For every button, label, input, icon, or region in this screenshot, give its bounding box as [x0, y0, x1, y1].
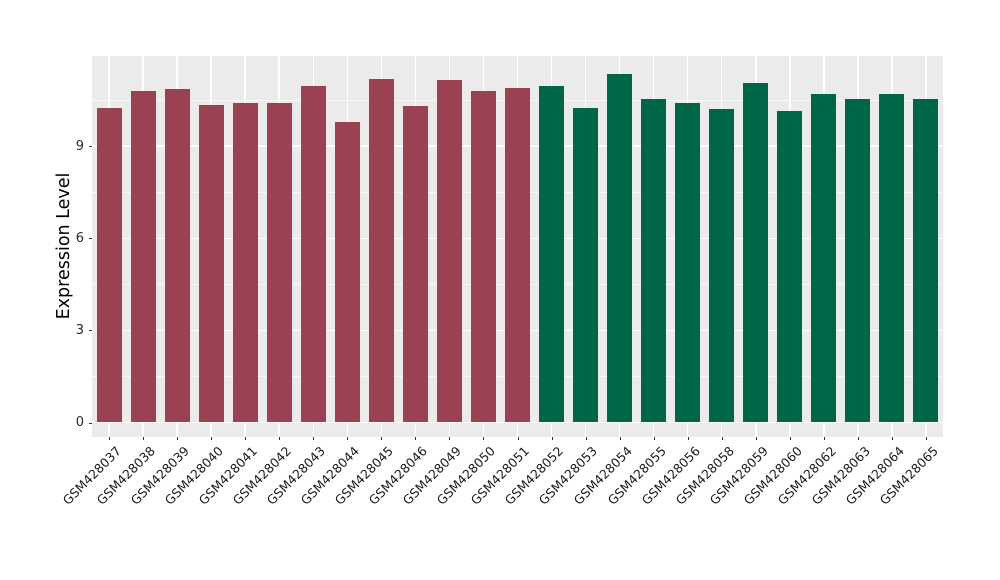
x-tick-mark [619, 437, 621, 440]
x-tick-mark [381, 437, 383, 440]
x-tick-mark [517, 437, 519, 440]
bar [811, 94, 837, 423]
x-tick-mark [721, 437, 723, 440]
x-tick-mark [687, 437, 689, 440]
bar [402, 106, 428, 423]
x-tick-mark [925, 437, 927, 440]
x-tick-mark [109, 437, 111, 440]
bar [232, 103, 258, 423]
x-tick-mark [415, 437, 417, 440]
x-tick-mark [891, 437, 893, 440]
bar [368, 78, 394, 423]
bar [573, 107, 599, 423]
bar [641, 98, 667, 423]
bar [709, 109, 735, 423]
bar [607, 74, 633, 423]
bar [913, 98, 939, 423]
x-tick-mark [143, 437, 145, 440]
bar [198, 104, 224, 423]
x-tick-mark [211, 437, 213, 440]
x-tick-mark [449, 437, 451, 440]
x-tick-mark [483, 437, 485, 440]
x-tick-mark [177, 437, 179, 440]
x-tick-mark [653, 437, 655, 440]
bar [845, 98, 871, 423]
x-tick-mark [857, 437, 859, 440]
bar [675, 103, 701, 423]
bar [436, 80, 462, 423]
bar [164, 89, 190, 423]
y-tick-mark [88, 422, 92, 424]
bar [539, 86, 565, 423]
bar [879, 94, 905, 423]
x-tick-mark [823, 437, 825, 440]
bar [470, 90, 496, 423]
bar [300, 86, 326, 423]
x-tick-mark [279, 437, 281, 440]
y-tick-label: 6 [75, 230, 84, 246]
bar [96, 107, 122, 423]
x-tick-mark [347, 437, 349, 440]
bar [334, 121, 360, 423]
y-tick-label: 0 [75, 415, 84, 430]
bar [266, 103, 292, 423]
bar [504, 87, 530, 423]
x-tick-mark [551, 437, 553, 440]
x-tick-mark [245, 437, 247, 440]
bar [777, 110, 803, 423]
x-tick-mark [755, 437, 757, 440]
x-tick-mark [585, 437, 587, 440]
y-tick-mark [88, 146, 92, 148]
y-tick-label: 3 [75, 322, 84, 338]
y-tick-mark [88, 330, 92, 332]
x-tick-mark [313, 437, 315, 440]
x-tick-mark [789, 437, 791, 440]
y-tick-label: 9 [75, 138, 84, 154]
bar [130, 90, 156, 423]
y-tick-mark [88, 238, 92, 240]
bar [743, 83, 769, 423]
y-axis-title: Expression Level [54, 172, 74, 320]
